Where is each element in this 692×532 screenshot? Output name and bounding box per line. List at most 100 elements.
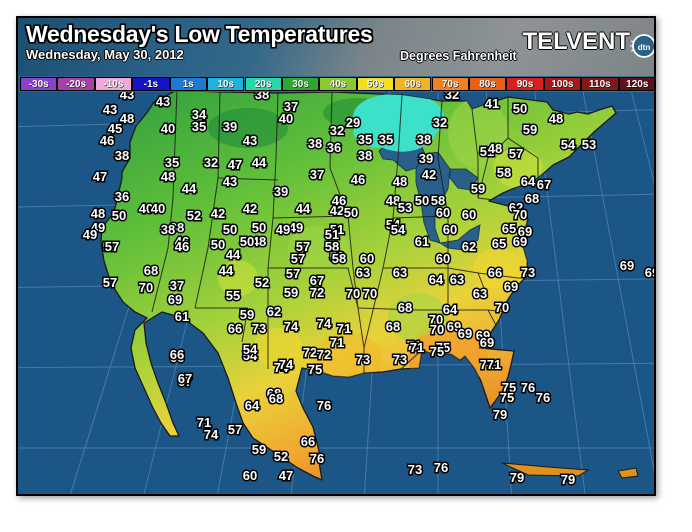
svg-text:54: 54	[243, 342, 258, 357]
svg-text:48: 48	[549, 111, 563, 126]
svg-text:68: 68	[269, 391, 283, 406]
svg-text:75: 75	[430, 344, 444, 359]
svg-text:50: 50	[415, 193, 429, 208]
svg-text:35: 35	[358, 132, 372, 147]
svg-text:59: 59	[240, 307, 254, 322]
svg-text:38: 38	[161, 222, 175, 237]
svg-text:52: 52	[255, 275, 269, 290]
svg-text:67: 67	[178, 371, 192, 386]
svg-text:73: 73	[393, 352, 407, 367]
svg-text:43: 43	[243, 133, 257, 148]
svg-text:62: 62	[267, 304, 281, 319]
svg-text:58: 58	[497, 165, 511, 180]
svg-text:48: 48	[393, 174, 407, 189]
svg-text:50: 50	[223, 222, 237, 237]
svg-text:47: 47	[93, 169, 107, 184]
svg-text:59: 59	[284, 285, 298, 300]
svg-text:57: 57	[509, 146, 523, 161]
svg-text:40: 40	[161, 121, 175, 136]
svg-text:60: 60	[443, 222, 457, 237]
svg-text:69: 69	[513, 234, 527, 249]
svg-text:32: 32	[445, 87, 459, 102]
svg-text:60: 60	[243, 468, 257, 483]
svg-text:59: 59	[471, 181, 485, 196]
svg-text:54: 54	[391, 222, 406, 237]
svg-text:43: 43	[120, 87, 134, 102]
svg-text:71: 71	[487, 357, 501, 372]
svg-text:44: 44	[182, 181, 197, 196]
svg-text:48: 48	[161, 169, 175, 184]
svg-text:75: 75	[500, 390, 514, 405]
svg-text:74: 74	[317, 316, 332, 331]
svg-text:60: 60	[360, 251, 374, 266]
svg-text:32: 32	[330, 123, 344, 138]
svg-text:59: 59	[252, 442, 266, 457]
svg-text:32: 32	[204, 155, 218, 170]
svg-text:35: 35	[165, 155, 179, 170]
svg-text:70: 70	[495, 300, 509, 315]
svg-text:66: 66	[301, 434, 315, 449]
svg-text:49: 49	[83, 227, 97, 242]
svg-text:60: 60	[436, 205, 450, 220]
svg-text:58: 58	[332, 251, 346, 266]
svg-text:55: 55	[226, 288, 240, 303]
svg-text:64: 64	[245, 398, 260, 413]
svg-text:37: 37	[170, 278, 184, 293]
svg-text:48: 48	[488, 141, 502, 156]
svg-text:39: 39	[274, 184, 288, 199]
svg-text:41: 41	[485, 96, 499, 111]
svg-text:69: 69	[168, 292, 182, 307]
svg-text:59: 59	[523, 122, 537, 137]
svg-text:43: 43	[156, 94, 170, 109]
svg-text:57: 57	[103, 275, 117, 290]
svg-text:35: 35	[192, 119, 206, 134]
svg-text:44: 44	[219, 263, 234, 278]
svg-text:68: 68	[398, 300, 412, 315]
svg-text:74: 74	[279, 357, 294, 372]
svg-text:68: 68	[386, 319, 400, 334]
svg-text:38: 38	[115, 148, 129, 163]
svg-text:42: 42	[211, 206, 225, 221]
svg-text:57: 57	[291, 251, 305, 266]
svg-text:47: 47	[279, 468, 293, 483]
svg-text:66: 66	[488, 265, 502, 280]
svg-text:76: 76	[521, 380, 535, 395]
svg-text:38: 38	[255, 87, 269, 102]
svg-text:50: 50	[252, 220, 266, 235]
svg-text:61: 61	[175, 309, 189, 324]
svg-text:73: 73	[356, 352, 370, 367]
svg-text:74: 74	[284, 319, 299, 334]
svg-text:62: 62	[462, 239, 476, 254]
svg-text:63: 63	[473, 286, 487, 301]
svg-text:73: 73	[408, 462, 422, 477]
svg-text:63: 63	[450, 272, 464, 287]
svg-text:76: 76	[310, 451, 324, 466]
svg-text:35: 35	[379, 132, 393, 147]
svg-text:69: 69	[458, 326, 472, 341]
svg-text:71: 71	[330, 335, 344, 350]
svg-text:61: 61	[415, 234, 429, 249]
svg-text:64: 64	[521, 174, 536, 189]
svg-text:50: 50	[513, 101, 527, 116]
svg-text:50: 50	[240, 234, 254, 249]
svg-text:63: 63	[393, 265, 407, 280]
svg-text:66: 66	[228, 321, 242, 336]
svg-text:43: 43	[103, 102, 117, 117]
svg-text:38: 38	[308, 136, 322, 151]
svg-text:70: 70	[346, 286, 360, 301]
svg-text:42: 42	[243, 201, 257, 216]
svg-text:36: 36	[327, 140, 341, 155]
svg-text:69: 69	[504, 279, 518, 294]
svg-text:29: 29	[346, 115, 360, 130]
svg-text:60: 60	[462, 207, 476, 222]
svg-text:70: 70	[139, 280, 153, 295]
svg-text:32: 32	[433, 115, 447, 130]
svg-text:68: 68	[144, 263, 158, 278]
svg-text:37: 37	[310, 167, 324, 182]
svg-text:43: 43	[223, 174, 237, 189]
svg-text:70: 70	[513, 207, 527, 222]
svg-text:57: 57	[105, 239, 119, 254]
svg-text:36: 36	[115, 189, 129, 204]
svg-text:79: 79	[561, 472, 575, 487]
svg-text:64: 64	[443, 302, 458, 317]
